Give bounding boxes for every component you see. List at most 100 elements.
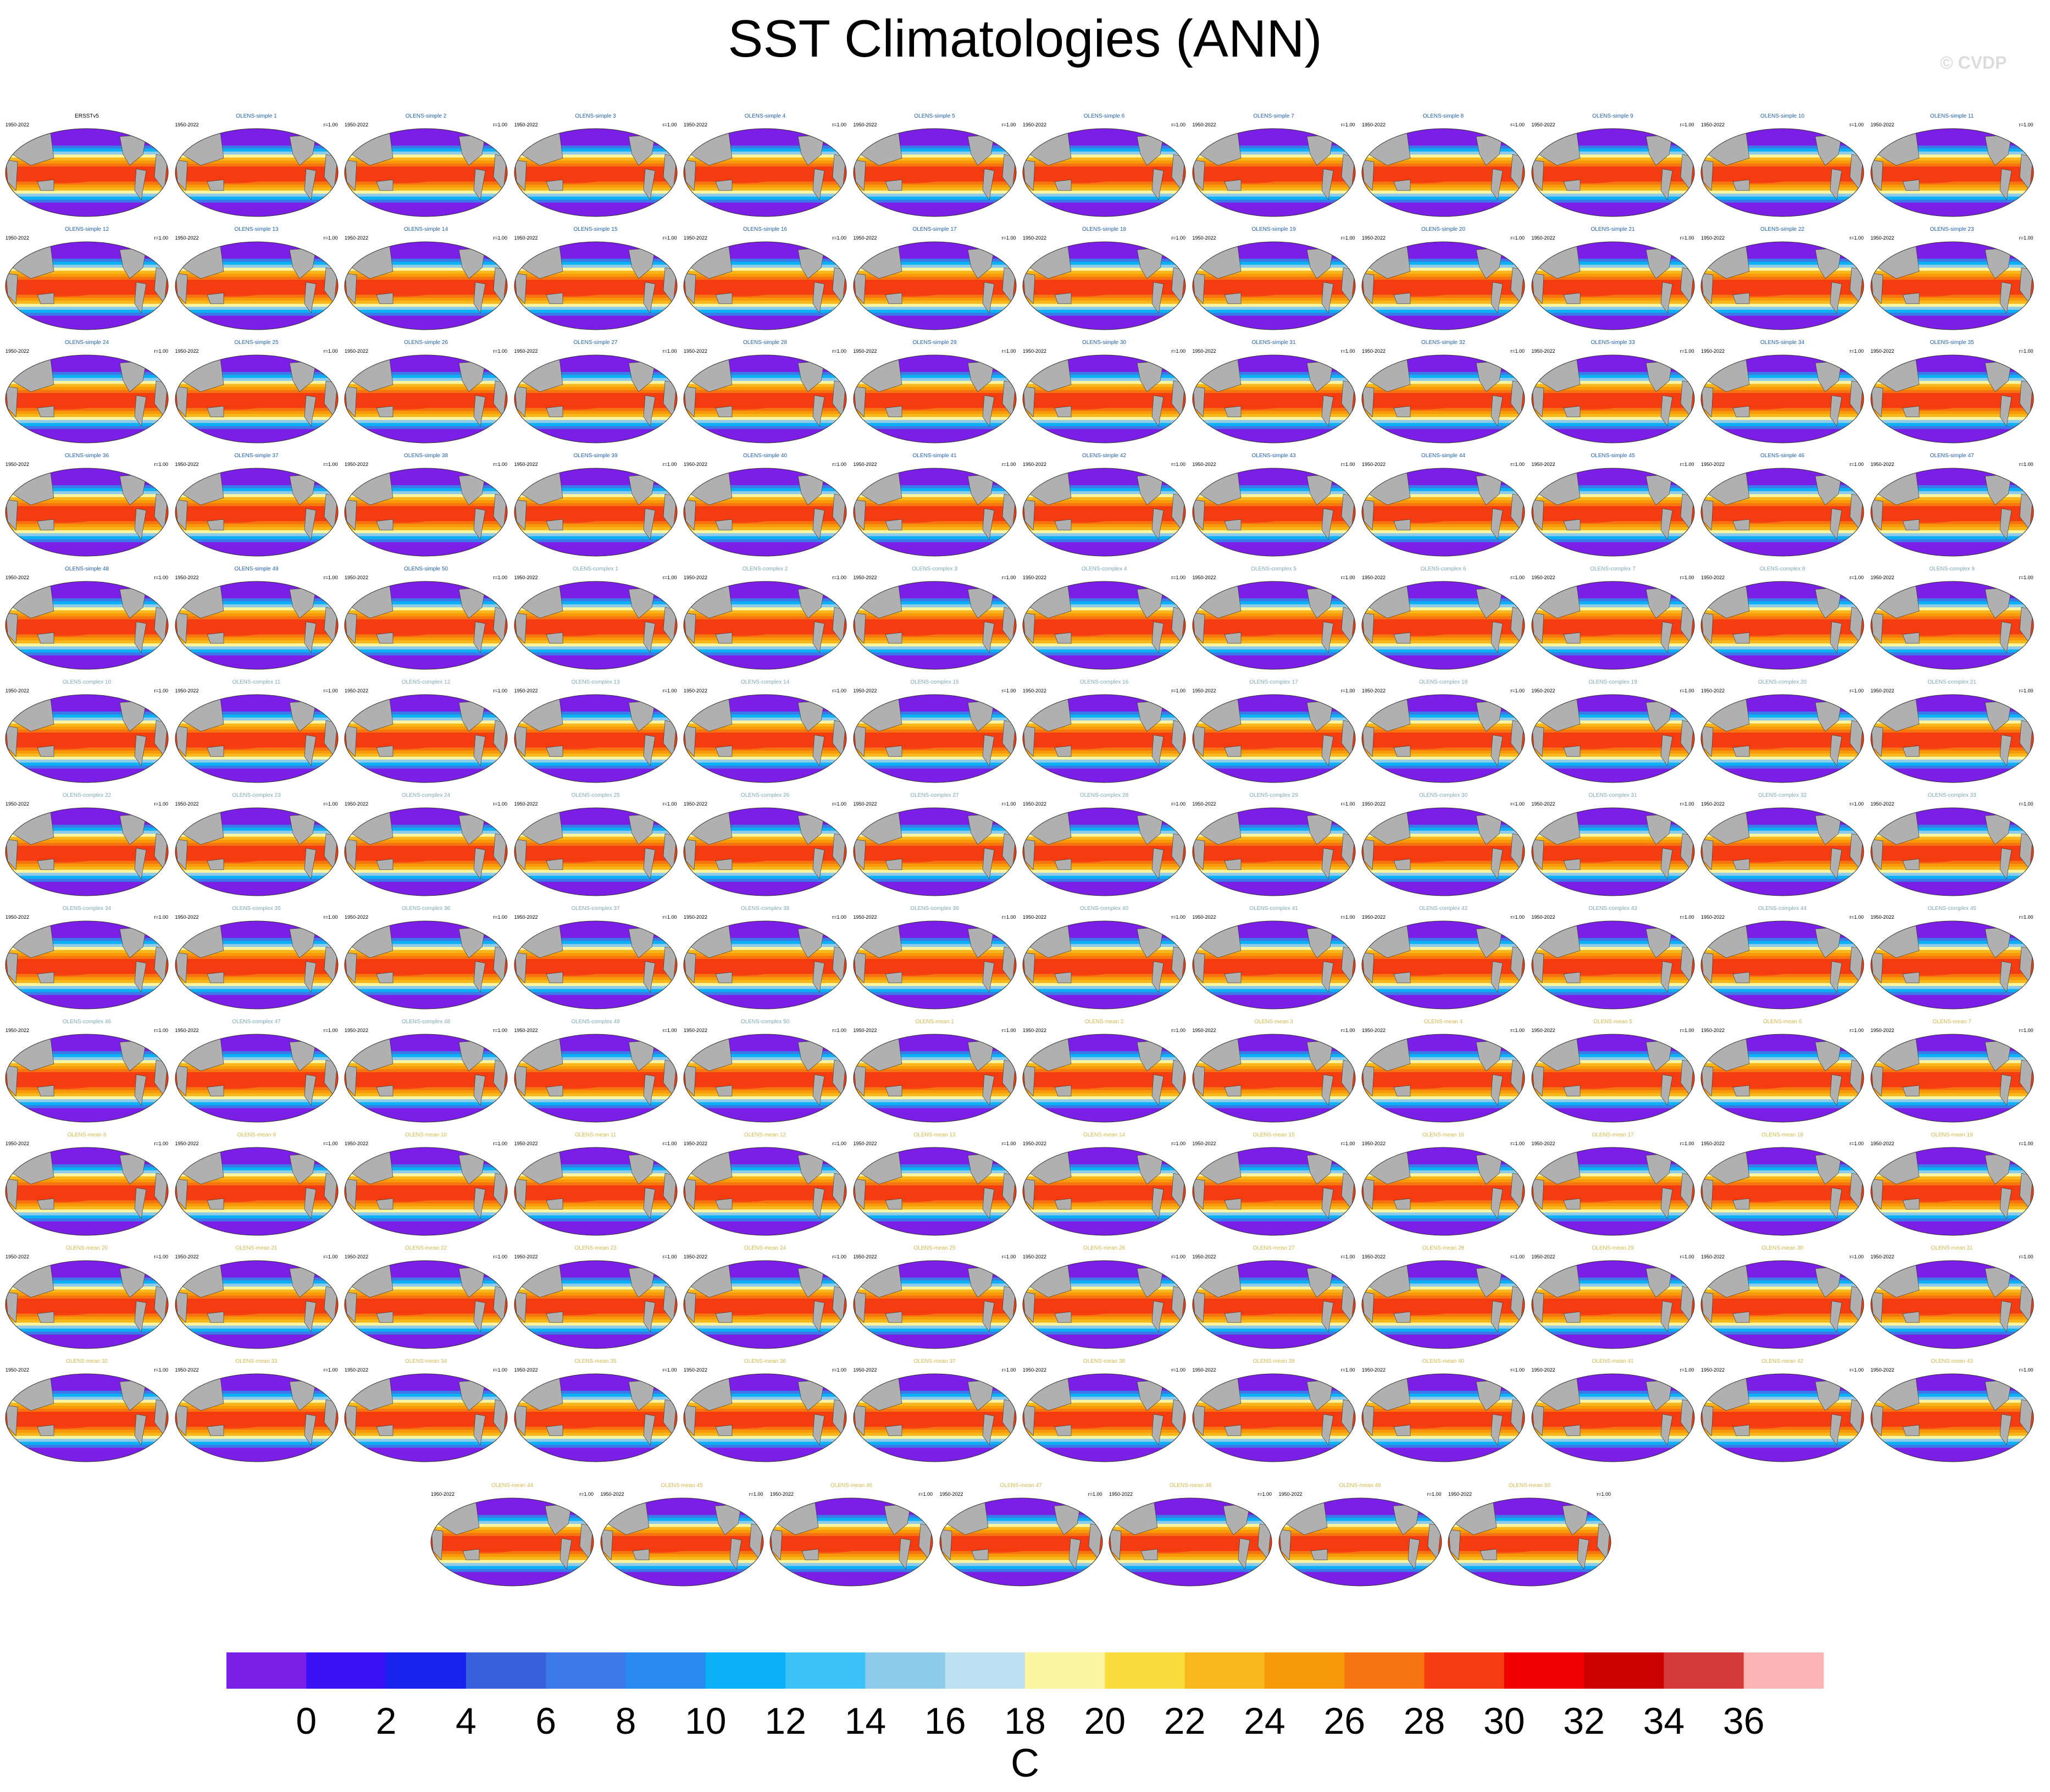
map-panel: OLENS-simple 46 1950-2022 r=1.00 [1700, 453, 1865, 557]
land-mass [1532, 159, 1544, 191]
panel-title: OLENS-mean 23 [574, 1245, 617, 1251]
land-mass [345, 499, 357, 531]
land-mass [5, 725, 18, 757]
sst-map [5, 694, 169, 783]
land-mass [1362, 499, 1375, 531]
map-panel: OLENS-complex 4 1950-2022 r=1.00 [1022, 566, 1187, 670]
panel-title: OLENS-simple 25 [234, 340, 279, 346]
land-mass [1321, 282, 1333, 313]
map-panel: OLENS-simple 33 1950-2022 r=1.00 [1531, 340, 1696, 444]
land-mass [1321, 508, 1333, 540]
panel-period-label: 1950-2022 [5, 462, 30, 467]
land-mass [1362, 159, 1375, 191]
panel-pattern-correlation: r=1.00 [832, 575, 846, 580]
sst-map [1192, 920, 1355, 1009]
land-mass [1871, 1065, 1883, 1097]
panel-pattern-correlation: r=1.00 [1849, 122, 1864, 127]
land-mass [1151, 1074, 1164, 1106]
land-mass [1362, 725, 1375, 757]
panel-pattern-correlation: r=1.00 [1680, 235, 1694, 241]
panel-title: OLENS-mean 46 [830, 1483, 873, 1489]
sst-map [1109, 1497, 1272, 1586]
panel-period-label: 1950-2022 [1870, 1028, 1894, 1033]
land-mass [1224, 1198, 1241, 1210]
land-mass [514, 839, 527, 870]
panel-period-label: 1950-2022 [684, 462, 708, 467]
land-mass [376, 519, 394, 531]
map-panel: OLENS-mean 47 1950-2022 r=1.00 [939, 1483, 1104, 1587]
sst-map [1192, 694, 1355, 783]
panel-period-label: 1950-2022 [5, 688, 30, 694]
panel-pattern-correlation: r=1.00 [1171, 575, 1185, 580]
panel-pattern-correlation: r=1.00 [2019, 1028, 2034, 1033]
land-mass [899, 1538, 911, 1569]
panel-period-label: 1950-2022 [1023, 462, 1047, 467]
land-mass [1193, 159, 1205, 191]
sst-map [430, 1497, 594, 1586]
sst-map [344, 1034, 508, 1123]
land-mass [1023, 952, 1035, 984]
map-panel: OLENS-simple 14 1950-2022 r=1.00 [343, 226, 508, 331]
land-mass [546, 519, 563, 531]
land-mass [1393, 1085, 1411, 1097]
land-mass [1023, 386, 1035, 418]
panel-period-label: 1950-2022 [514, 575, 538, 580]
land-mass [546, 1311, 563, 1323]
map-panel: OLENS-complex 15 1950-2022 r=1.00 [852, 679, 1017, 784]
land-mass [715, 745, 733, 757]
land-mass [982, 622, 994, 653]
map-panel: OLENS-complex 28 1950-2022 r=1.00 [1022, 792, 1187, 897]
land-mass [1830, 735, 1842, 766]
panel-period-label: 1950-2022 [1023, 1141, 1047, 1146]
panel-title: OLENS-complex 19 [1588, 679, 1637, 685]
panel-pattern-correlation: r=1.00 [1171, 801, 1185, 807]
land-mass [1362, 952, 1375, 984]
land-mass [1830, 1188, 1842, 1219]
sst-map [853, 581, 1016, 670]
map-panel: OLENS-complex 27 1950-2022 r=1.00 [852, 792, 1017, 897]
land-mass [376, 745, 394, 757]
panel-period-label: 1950-2022 [1362, 1141, 1386, 1146]
watermark: © CVDP [1940, 53, 2007, 73]
land-mass [1393, 1311, 1411, 1323]
sst-map [683, 128, 847, 217]
map-panel: OLENS-simple 9 1950-2022 r=1.00 [1531, 113, 1696, 218]
land-mass [1151, 282, 1164, 313]
panel-pattern-correlation: r=1.00 [1510, 575, 1525, 580]
map-panel: OLENS-simple 38 1950-2022 r=1.00 [343, 453, 508, 557]
map-panel: OLENS-complex 8 1950-2022 r=1.00 [1700, 566, 1865, 670]
land-mass [1660, 508, 1672, 540]
panel-period-label: 1950-2022 [1278, 1491, 1303, 1497]
land-mass [1393, 292, 1411, 304]
land-mass [1871, 1405, 1883, 1436]
colorbar-box [785, 1652, 866, 1689]
panel-title: OLENS-complex 7 [1590, 566, 1636, 572]
panel-title: OLENS-mean 28 [1422, 1245, 1465, 1251]
map-panel: OLENS-simple 24 1950-2022 r=1.00 [4, 340, 169, 444]
panel-title: OLENS-mean 41 [1592, 1358, 1634, 1364]
sst-map [1361, 241, 1525, 330]
panel-pattern-correlation: r=1.00 [154, 1367, 168, 1373]
panel-title: OLENS-mean 31 [1931, 1245, 1973, 1251]
panel-pattern-correlation: r=1.00 [1340, 1367, 1355, 1373]
panel-pattern-correlation: r=1.00 [1171, 1141, 1185, 1146]
map-panel: OLENS-mean 22 1950-2022 r=1.00 [343, 1245, 508, 1350]
panel-period-label: 1950-2022 [1870, 914, 1894, 920]
map-panel: OLENS-complex 16 1950-2022 r=1.00 [1022, 679, 1187, 784]
panel-title: OLENS-complex 13 [571, 679, 620, 685]
colorbar-tick-label: 10 [685, 1700, 727, 1742]
land-mass [37, 1085, 54, 1097]
land-mass [1054, 1424, 1072, 1436]
map-panel: OLENS-mean 21 1950-2022 r=1.00 [174, 1245, 339, 1350]
panel-title: OLENS-complex 37 [571, 906, 620, 912]
map-panel: OLENS-simple 25 1950-2022 r=1.00 [174, 340, 339, 444]
land-mass [1193, 612, 1205, 644]
land-mass [134, 622, 147, 653]
sst-map [1361, 468, 1525, 557]
land-mass [643, 1074, 655, 1106]
map-panel: OLENS-simple 36 1950-2022 r=1.00 [4, 453, 169, 557]
panel-period-label: 1950-2022 [1023, 1028, 1047, 1033]
sst-map [5, 128, 169, 217]
map-panel: OLENS-complex 45 1950-2022 r=1.00 [1870, 906, 2035, 1010]
sst-map [1700, 1373, 1864, 1462]
